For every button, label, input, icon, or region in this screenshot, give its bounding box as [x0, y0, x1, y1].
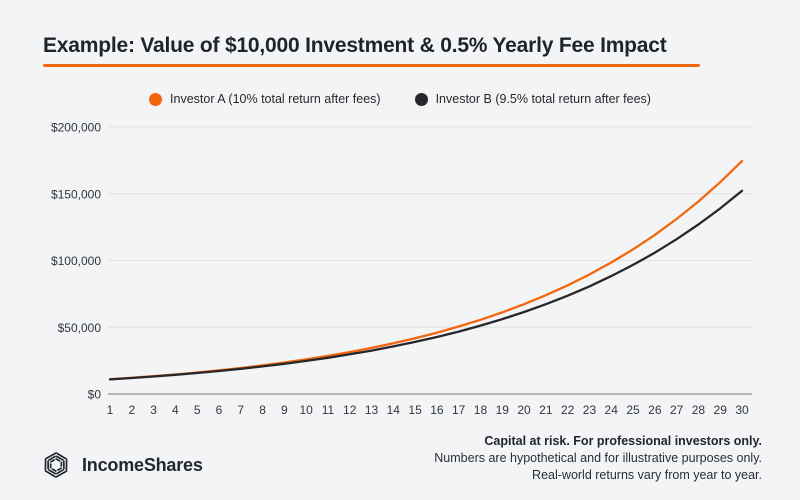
y-axis-tick-label: $50,000 — [58, 321, 102, 335]
x-axis-tick-label: 12 — [343, 403, 357, 417]
x-axis-tick-label: 21 — [539, 403, 553, 417]
y-axis-tick-label: $200,000 — [51, 121, 101, 135]
x-axis-tick-label: 24 — [605, 403, 619, 417]
x-axis-tick-label: 10 — [299, 403, 313, 417]
x-axis-tick-label: 9 — [281, 403, 288, 417]
x-axis-tick-label: 14 — [387, 403, 401, 417]
y-axis-tick-label: $150,000 — [51, 187, 101, 201]
y-axis-tick-label: $0 — [88, 388, 102, 402]
x-axis-tick-label: 13 — [365, 403, 379, 417]
x-axis-tick-label: 22 — [561, 403, 575, 417]
x-axis-tick-label: 2 — [128, 403, 135, 417]
x-axis-tick-label: 6 — [216, 403, 223, 417]
legend-item-investor-a: Investor A (10% total return after fees) — [149, 92, 381, 106]
disclaimer-line-1: Capital at risk. For professional invest… — [484, 434, 762, 448]
x-axis-tick-label: 7 — [237, 403, 244, 417]
x-axis-tick-label: 29 — [714, 403, 728, 417]
disclaimer-line-3: Real-world returns vary from year to yea… — [532, 468, 762, 482]
x-axis-tick-label: 26 — [648, 403, 662, 417]
chart-legend: Investor A (10% total return after fees)… — [0, 92, 800, 106]
incomeshares-logo: IncomeShares — [40, 449, 203, 481]
x-axis-tick-label: 11 — [322, 403, 335, 417]
x-axis-tick-label: 30 — [735, 403, 749, 417]
x-axis-tick-label: 3 — [150, 403, 157, 417]
x-axis-tick-label: 20 — [517, 403, 531, 417]
disclaimer: Capital at risk. For professional invest… — [434, 433, 762, 484]
incomeshares-logo-icon — [40, 450, 72, 480]
x-axis-tick-label: 1 — [107, 403, 114, 417]
x-axis-tick-label: 23 — [583, 403, 597, 417]
series-line-investor-b — [108, 189, 744, 381]
legend-dot-investor-b-icon — [414, 92, 428, 106]
chart-title: Example: Value of $10,000 Investment & 0… — [43, 34, 667, 57]
x-axis-tick-label: 25 — [626, 403, 640, 417]
legend-label-investor-b: Investor B (9.5% total return after fees… — [435, 92, 651, 106]
legend-dot-investor-a-icon — [149, 92, 163, 106]
x-axis-tick-label: 5 — [194, 403, 201, 417]
title-underline-accent — [43, 64, 700, 67]
x-axis-tick-label: 4 — [172, 403, 179, 417]
x-axis-tick-label: 8 — [259, 403, 266, 417]
x-axis-tick-label: 28 — [692, 403, 706, 417]
legend-item-investor-b: Investor B (9.5% total return after fees… — [414, 92, 651, 106]
incomeshares-logo-text: IncomeShares — [82, 454, 203, 475]
x-axis-tick-label: 27 — [670, 403, 684, 417]
x-axis-tick-label: 19 — [496, 403, 510, 417]
y-axis-tick-label: $100,000 — [51, 254, 101, 268]
x-axis-tick-label: 17 — [452, 403, 466, 417]
x-axis-tick-label: 18 — [474, 403, 488, 417]
disclaimer-line-2: Numbers are hypothetical and for illustr… — [434, 451, 762, 465]
x-axis-tick-label: 16 — [430, 403, 444, 417]
legend-label-investor-a: Investor A (10% total return after fees) — [170, 92, 381, 106]
x-axis-tick-label: 15 — [408, 403, 422, 417]
